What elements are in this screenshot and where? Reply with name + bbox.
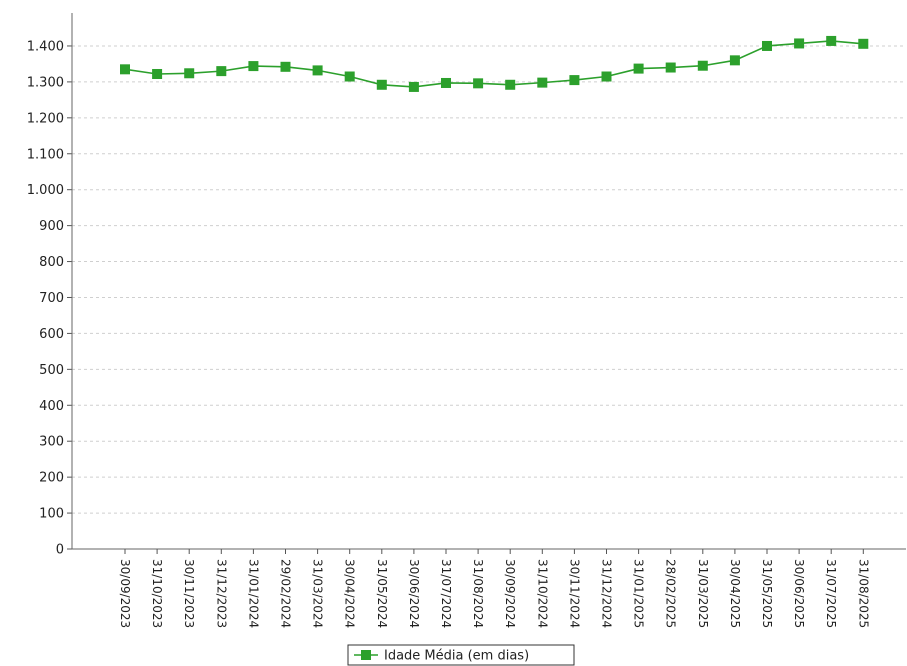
x-tick-label: 30/11/2024 [567,559,581,628]
x-tick-label: 31/05/2024 [375,559,389,628]
x-tick-label: 30/04/2025 [728,559,742,628]
data-point [248,61,259,72]
data-point [473,78,484,89]
y-tick-label: 500 [39,363,64,378]
data-point [858,38,869,49]
x-tick-label: 31/10/2024 [535,559,549,628]
y-tick-label: 700 [39,291,64,306]
data-point [537,77,548,88]
x-tick-label: 30/04/2024 [343,559,357,628]
x-tick-label: 31/05/2025 [760,559,774,628]
data-point [665,62,676,73]
y-tick-label: 100 [39,507,64,522]
x-tick-label: 31/03/2024 [311,559,325,628]
data-point [826,35,837,46]
x-tick-label: 31/03/2025 [696,559,710,628]
series-layer [120,35,869,92]
y-tick-label: 600 [39,327,64,342]
data-point [152,68,163,79]
data-point [794,38,805,49]
x-tick-label: 31/12/2023 [214,559,228,628]
data-point [505,79,516,90]
x-tick-label: 30/11/2023 [182,559,196,628]
y-tick-label: 1.200 [27,111,64,126]
legend-label: Idade Média (em dias) [384,649,529,664]
data-point [569,75,580,86]
data-point [184,68,195,79]
x-tick-label: 31/01/2025 [632,559,646,628]
x-tick-label: 31/01/2024 [246,559,260,628]
x-tick-label: 31/12/2024 [600,559,614,628]
x-tick-label: 29/02/2024 [279,559,293,628]
data-point [312,65,323,76]
y-tick-label: 1.300 [27,75,64,90]
data-point [408,81,419,92]
legend-box [347,644,575,666]
y-tick-label: 300 [39,435,64,450]
x-tick-label: 31/08/2025 [856,559,870,628]
y-tick-label: 1.100 [27,147,64,162]
series-line [124,40,864,88]
y-tick-label: 1.400 [27,39,64,54]
data-point [376,79,387,90]
data-point [601,71,612,82]
data-point [633,63,644,74]
y-tick-label: 200 [39,471,64,486]
data-point [697,60,708,71]
x-axis: 30/09/2023 31/10/2023 30/11/2023 31/12/2023… [72,548,906,628]
grid-lines [72,45,906,550]
x-tick-label: 30/06/2025 [792,559,806,628]
data-point [216,66,227,77]
data-point [120,64,130,75]
x-tick-label: 31/08/2024 [471,559,485,628]
data-point [280,61,291,72]
legend: Idade Média (em dias) [347,644,575,666]
y-tick-label: 800 [39,255,64,270]
x-tick-label: 28/02/2025 [664,559,678,628]
data-point [729,55,740,66]
x-tick-label: 30/09/2024 [503,559,517,628]
data-point [344,71,355,82]
x-tick-label: 30/06/2024 [407,559,421,628]
y-tick-label: 1.000 [27,183,64,198]
data-point [441,77,451,88]
x-tick-label: 30/09/2023 [118,559,132,628]
y-tick-label: 0 [56,543,64,558]
data-point [762,40,772,51]
legend-swatch-marker [361,650,371,660]
y-tick-label: 400 [39,399,64,414]
x-tick-label: 31/07/2025 [824,559,838,628]
x-tick-label: 31/07/2024 [439,559,453,628]
y-tick-label: 900 [39,219,64,234]
y-axis: 0 100 200 300 400 500 600 700 800 900 1.000 1.100 1.… [27,13,73,558]
x-tick-label: 31/10/2023 [150,559,164,628]
